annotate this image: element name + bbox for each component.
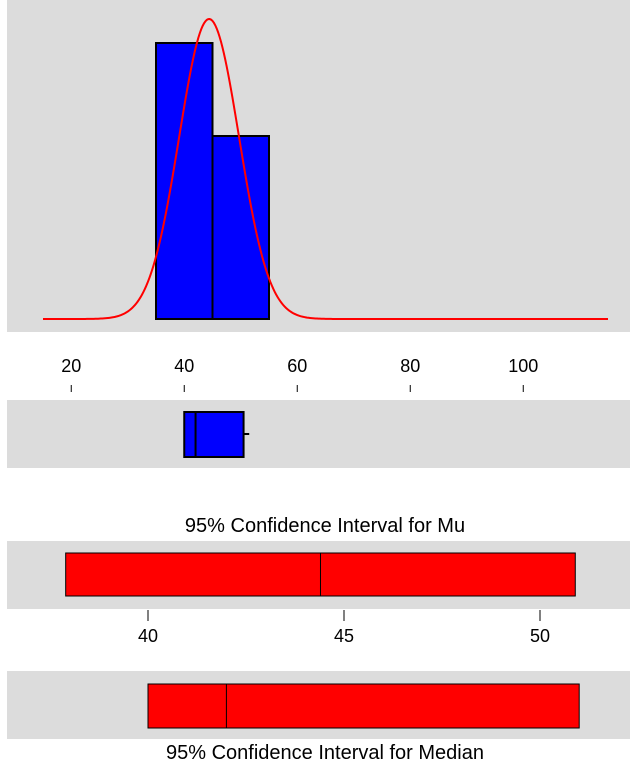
- interval-x-axis: 40 45 50: [138, 610, 550, 646]
- mu-interval: [65, 552, 576, 597]
- x-tick-label: 80: [400, 356, 420, 376]
- x-tick-label: 100: [508, 356, 538, 376]
- x-tick-label: 20: [61, 356, 81, 376]
- interval-bar: [147, 683, 580, 729]
- boxplot: [183, 411, 250, 458]
- ci-tick-label: 40: [138, 626, 158, 646]
- histogram-x-axis: 20 40 60 80 100: [61, 356, 538, 392]
- histogram: [43, 18, 608, 320]
- histogram-bar: [211, 135, 270, 320]
- ci-tick-label: 45: [334, 626, 354, 646]
- normal-curve: [43, 18, 608, 320]
- boxplot-panel: [7, 400, 630, 468]
- boxplot-box: [183, 411, 245, 458]
- x-tick-label: 40: [174, 356, 194, 376]
- median-interval-title: 95% Confidence Interval for Median: [166, 742, 484, 764]
- histogram-panel: [7, 0, 630, 332]
- mu-interval-title: 95% Confidence Interval for Mu: [185, 515, 465, 537]
- x-tick-label: 60: [287, 356, 307, 376]
- ci-tick-label: 50: [530, 626, 550, 646]
- histogram-bar: [155, 42, 214, 320]
- median-interval: [147, 683, 580, 729]
